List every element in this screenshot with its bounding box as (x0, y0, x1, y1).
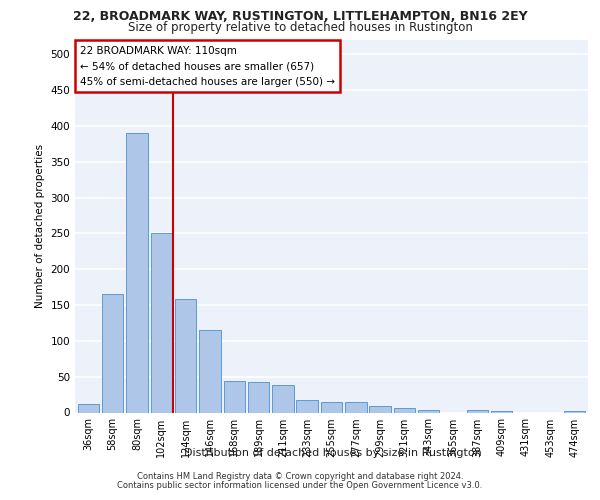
Bar (151, 234, 172, 412)
Bar (345, 402, 367, 412)
Y-axis label: Number of detached properties: Number of detached properties (35, 144, 45, 308)
Bar (321, 402, 342, 412)
Text: 22, BROADMARK WAY, RUSTINGTON, LITTLEHAMPTON, BN16 2EY: 22, BROADMARK WAY, RUSTINGTON, LITTLEHAM… (73, 10, 527, 23)
Bar (127, 133, 148, 412)
Bar (248, 382, 269, 412)
Bar (199, 330, 221, 412)
Bar (394, 408, 415, 412)
Bar (418, 410, 439, 412)
Text: Contains HM Land Registry data © Crown copyright and database right 2024.: Contains HM Land Registry data © Crown c… (137, 472, 463, 481)
Text: Contains public sector information licensed under the Open Government Licence v3: Contains public sector information licen… (118, 481, 482, 490)
Bar (467, 410, 488, 412)
Bar (564, 411, 586, 412)
Bar (175, 300, 196, 412)
Bar (224, 381, 245, 412)
Bar (272, 386, 293, 412)
Bar (77, 404, 99, 412)
Text: Distribution of detached houses by size in Rustington: Distribution of detached houses by size … (184, 448, 482, 458)
Bar (491, 411, 512, 412)
Text: 22 BROADMARK WAY: 110sqm
← 54% of detached houses are smaller (657)
45% of semi-: 22 BROADMARK WAY: 110sqm ← 54% of detach… (80, 46, 335, 87)
Bar (296, 400, 318, 412)
Text: Size of property relative to detached houses in Rustington: Size of property relative to detached ho… (128, 21, 472, 34)
Bar (370, 406, 391, 412)
Bar (102, 294, 124, 412)
